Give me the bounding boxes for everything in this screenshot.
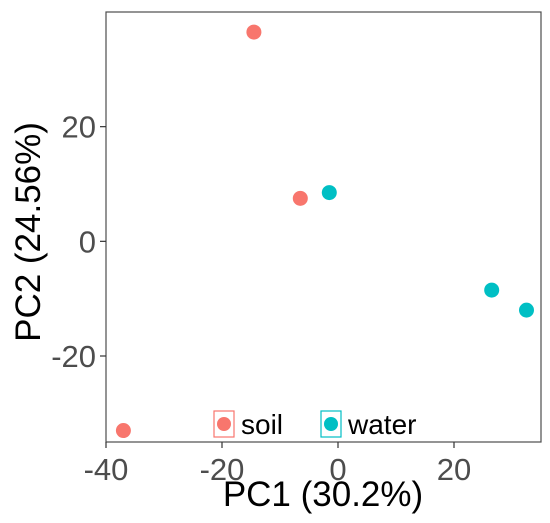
data-point-water bbox=[484, 282, 500, 298]
y-axis-ticks: -20 0 20 bbox=[51, 110, 106, 374]
legend-key-water bbox=[320, 410, 342, 438]
x-tick-label: -40 bbox=[84, 452, 129, 487]
data-point-soil bbox=[246, 24, 262, 40]
x-axis-ticks: -40 -20 0 20 bbox=[84, 442, 471, 487]
data-point-soil bbox=[115, 423, 131, 439]
data-point-water bbox=[519, 302, 534, 318]
x-axis-title: PC1 (30.2%) bbox=[223, 475, 423, 514]
y-tick-label: 20 bbox=[62, 110, 96, 145]
legend-key-soil bbox=[213, 410, 235, 438]
data-point-soil bbox=[292, 190, 308, 206]
y-tick-label: 0 bbox=[79, 224, 96, 259]
x-tick-label: -20 bbox=[200, 452, 245, 487]
legend-label-soil: soil bbox=[241, 409, 283, 440]
x-tick-label: 20 bbox=[437, 452, 471, 487]
legend-marker-soil bbox=[217, 417, 231, 431]
legend-label-water: water bbox=[347, 409, 416, 440]
legend-marker-water bbox=[324, 417, 338, 431]
data-point-water bbox=[321, 185, 337, 201]
y-tick-label: -20 bbox=[51, 339, 96, 374]
legend: soil water bbox=[213, 409, 416, 440]
data-points bbox=[115, 24, 534, 439]
x-tick-label: 0 bbox=[329, 452, 346, 487]
y-axis-title: PC2 (24.56%) bbox=[9, 122, 48, 342]
plot-panel bbox=[105, 11, 542, 443]
